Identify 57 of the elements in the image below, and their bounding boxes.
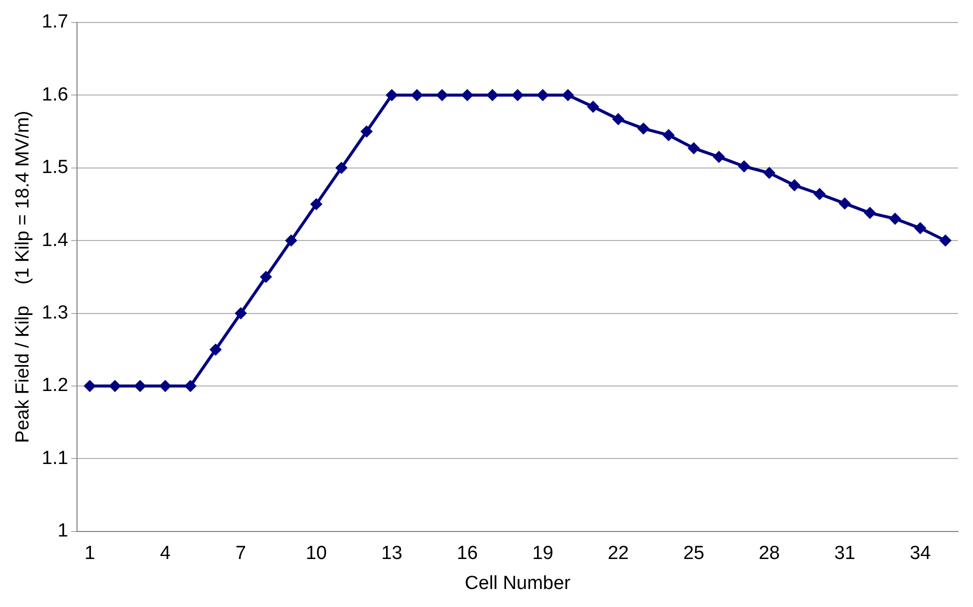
point [713, 151, 724, 162]
point [310, 198, 322, 210]
x-tick-label: 13 [381, 543, 402, 564]
x-tick-label: 16 [456, 543, 478, 564]
point [512, 90, 524, 101]
point [84, 380, 96, 392]
x-tick-label: 31 [834, 543, 856, 564]
x-tick-label: 25 [683, 543, 704, 564]
x-axis-title: Cell Number [464, 572, 572, 594]
point [436, 90, 448, 101]
point [235, 308, 246, 319]
point [462, 90, 473, 101]
point [738, 160, 750, 172]
point [361, 126, 372, 137]
x-tick-label: 4 [160, 543, 171, 564]
y-tick-label: 1.7 [42, 12, 68, 33]
y-tick-label: 1.5 [42, 157, 68, 178]
point [336, 162, 347, 174]
point [386, 90, 398, 101]
point [588, 101, 599, 112]
point [109, 380, 120, 392]
point [134, 380, 146, 392]
point [940, 235, 951, 246]
x-tick-label: 22 [608, 543, 629, 564]
point [788, 180, 800, 191]
point [914, 222, 926, 234]
point [638, 123, 649, 134]
x-tick-label: 7 [236, 543, 246, 564]
x-tick-label: 34 [910, 543, 932, 564]
point [612, 114, 624, 125]
point [839, 198, 850, 209]
y-tick-label: 1 [58, 520, 68, 542]
y-tick-label: 1.1 [42, 448, 68, 469]
point [864, 207, 876, 218]
point [160, 380, 171, 392]
x-tick-label: 19 [532, 543, 554, 564]
point [411, 90, 422, 101]
point [562, 90, 574, 101]
point [764, 167, 775, 178]
x-tick-label: 1 [84, 543, 96, 564]
point [260, 271, 272, 282]
point [663, 130, 674, 141]
y-tick-label: 1.6 [42, 84, 68, 106]
point [486, 90, 498, 101]
point [688, 142, 700, 154]
y-tick-label: 1.4 [42, 230, 69, 251]
x-tick-label: 10 [306, 543, 327, 564]
y-tick-label: 1.3 [42, 302, 68, 324]
point [890, 213, 901, 224]
point [537, 90, 548, 101]
y-axis-title: Peak Field / Kilp (1 Kilp = 18.4 MV/m) [12, 110, 34, 443]
point [184, 380, 196, 392]
point [814, 188, 826, 200]
point [286, 235, 297, 246]
point [210, 344, 222, 356]
y-tick-label: 1.2 [42, 375, 68, 396]
x-tick-label: 28 [758, 543, 780, 564]
